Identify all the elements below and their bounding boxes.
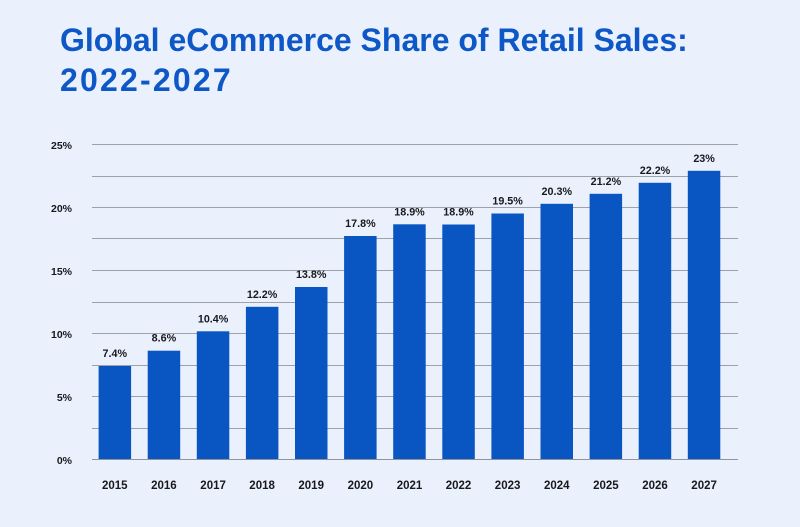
svg-text:2021: 2021 <box>397 480 423 492</box>
svg-text:2025: 2025 <box>593 480 619 492</box>
svg-text:12.2%: 12.2% <box>247 289 278 301</box>
svg-text:25%: 25% <box>51 140 73 152</box>
svg-text:2019: 2019 <box>298 480 324 492</box>
svg-text:13.8%: 13.8% <box>296 269 327 281</box>
svg-text:8.6%: 8.6% <box>152 333 177 345</box>
svg-text:2027: 2027 <box>691 480 717 492</box>
svg-text:7.4%: 7.4% <box>103 348 128 360</box>
svg-text:2022: 2022 <box>446 480 472 492</box>
svg-text:2016: 2016 <box>151 480 177 492</box>
svg-text:19.5%: 19.5% <box>492 196 523 208</box>
svg-text:10%: 10% <box>51 329 73 341</box>
svg-text:2023: 2023 <box>495 480 521 492</box>
svg-text:22.2%: 22.2% <box>640 165 671 177</box>
svg-text:0%: 0% <box>57 455 73 467</box>
svg-text:18.9%: 18.9% <box>443 207 474 219</box>
svg-text:2018: 2018 <box>249 480 275 492</box>
svg-text:20.3%: 20.3% <box>542 186 573 198</box>
svg-text:2026: 2026 <box>642 480 668 492</box>
svg-text:2020: 2020 <box>348 480 374 492</box>
svg-text:10.4%: 10.4% <box>198 313 229 325</box>
svg-text:17.8%: 17.8% <box>345 218 376 230</box>
svg-text:2024: 2024 <box>544 480 570 492</box>
svg-text:2015: 2015 <box>102 480 128 492</box>
svg-text:20%: 20% <box>51 203 73 215</box>
svg-text:18.9%: 18.9% <box>394 206 425 218</box>
svg-text:15%: 15% <box>51 266 73 278</box>
svg-text:21.2%: 21.2% <box>591 176 622 188</box>
svg-text:5%: 5% <box>57 392 73 404</box>
svg-text:2017: 2017 <box>200 480 226 492</box>
svg-text:23%: 23% <box>693 153 715 165</box>
